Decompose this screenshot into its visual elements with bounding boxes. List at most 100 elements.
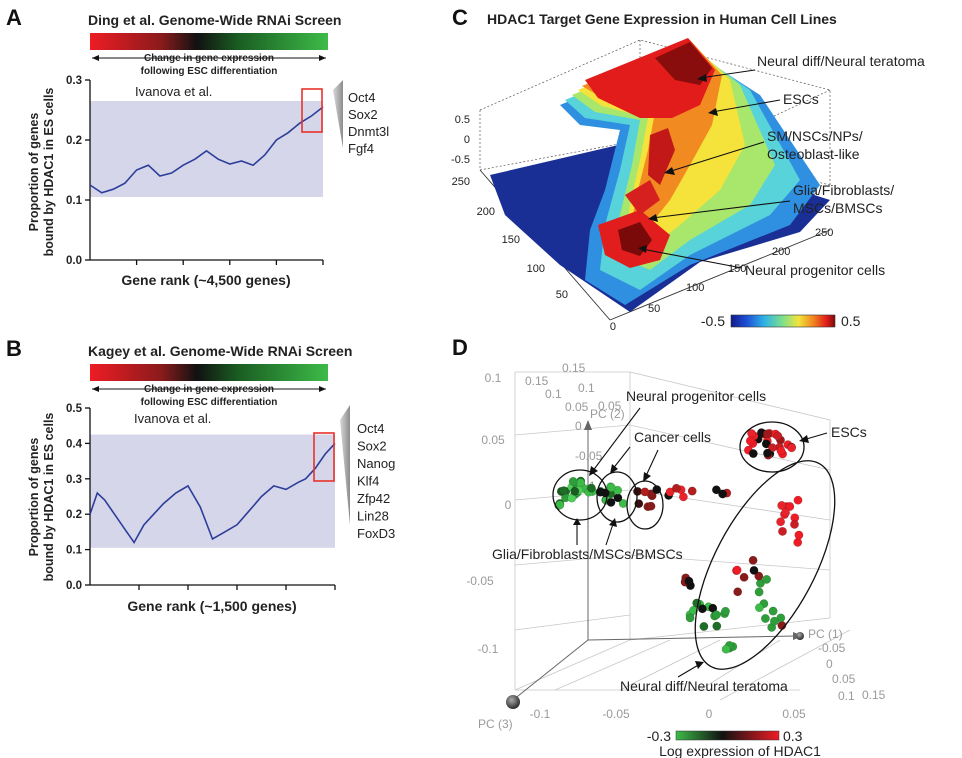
panel-a-gene-2: Sox2 <box>348 107 378 122</box>
panel-a-gene-3: Dnmt3l <box>348 124 389 139</box>
a-y-tick-label: 0.0 <box>66 255 82 267</box>
panel-c-z-ticks: 0.5 0 -0.5 <box>451 114 470 166</box>
c-annot-escs: ESCs <box>783 91 819 107</box>
d-front-tick-label: 0.1 <box>485 371 502 385</box>
d-front-tick-label: -0.1 <box>478 642 499 656</box>
d-sample-point <box>778 526 787 536</box>
d-sample-point <box>570 486 580 496</box>
d-sample-point <box>712 621 722 631</box>
a-y-tick-label: 0.2 <box>66 135 82 147</box>
c-annot-npc: Neural progenitor cells <box>745 262 885 278</box>
d-sample-point <box>769 616 779 626</box>
b-y-tick-label: 0.0 <box>66 580 82 592</box>
panel-b-highlight-box <box>313 432 335 482</box>
panel-a-y-label-line1: Proportion of genes <box>27 113 41 232</box>
panel-d-pc-axes <box>512 425 796 701</box>
c-annot-sm-1: SM/NSCs/NPs/ <box>767 128 863 144</box>
ellipse-cancer <box>626 480 664 530</box>
d-sample-point <box>762 429 772 439</box>
panel-b-gene-list: Oct4 Sox2 Nanog Klf4 Zfp42 Lin28 FoxD3 <box>357 421 395 541</box>
d-sample-point <box>711 485 721 495</box>
d-annot-cancer: Cancer cells <box>634 429 711 445</box>
c-z-tick-label: -0.5 <box>451 154 470 166</box>
panel-b-y-label-line2: bound by HDAC1 in ES cells <box>42 413 56 582</box>
panel-b-gene-3: Nanog <box>357 456 395 471</box>
d-front-tick-label: -0.05 <box>466 574 494 588</box>
b-y-tick-label: 0.4 <box>66 438 83 450</box>
d-sample-point <box>776 446 786 456</box>
d-sample-point <box>748 555 758 565</box>
d-sample-point <box>745 436 755 446</box>
panel-d: D 0.150.10.05 <box>452 335 886 758</box>
panel-d-points <box>554 428 804 654</box>
c-left-tick-label: 50 <box>556 289 568 301</box>
b-y-tick-label: 0.5 <box>66 403 83 415</box>
panel-letter-b: B <box>6 336 22 361</box>
d-sample-point <box>718 489 728 499</box>
c-annot-sm-2: Osteoblast-like <box>767 146 860 162</box>
d-sample-point <box>685 613 695 623</box>
panel-a-gene-4: Fgf4 <box>348 141 374 156</box>
panel-a-series-line <box>89 106 324 194</box>
panel-c-annotations: Neural diff/Neural teratoma ESCs SM/NSCs… <box>638 53 925 278</box>
panel-b-x-label: Gene rank (~1,500 genes) <box>127 598 296 614</box>
panel-b-gene-1: Oct4 <box>357 421 384 436</box>
panel-d-colorbar-min: -0.3 <box>647 728 671 744</box>
panel-b-axes: 0.0 0.1 0.2 0.3 0.4 0.5 <box>66 403 336 592</box>
panel-b-expression-bar <box>90 364 328 381</box>
panel-b-shaded-band <box>90 434 335 548</box>
c-right-tick-label: 200 <box>772 246 790 258</box>
d-right-tick-label: 0 <box>826 657 833 671</box>
c-left-tick-label: 0 <box>610 321 616 333</box>
panel-c-title: HDAC1 Target Gene Expression in Human Ce… <box>487 11 837 27</box>
d-sample-point <box>692 598 702 608</box>
pc2-label: PC (2) <box>590 407 625 421</box>
panel-a-title: Ding et al. Genome-Wide RNAi Screen <box>88 12 341 28</box>
panel-b-gene-2: Sox2 <box>357 439 387 454</box>
d-right-tick-label: 0.05 <box>832 672 856 686</box>
c-right-tick-label: 100 <box>686 282 704 294</box>
panel-a-bar-caption-1: Change in gene expression <box>144 53 274 64</box>
d-top-tick-label: 0.05 <box>598 399 622 413</box>
d-sample-point <box>687 486 697 496</box>
d-sample-point <box>787 443 797 453</box>
surface-neural-diff-peak <box>655 42 712 85</box>
d-sample-point <box>678 492 688 502</box>
d-sample-point <box>777 501 787 510</box>
d-sample-point <box>754 571 764 581</box>
d-bottom-tick-label: -0.1 <box>530 707 551 721</box>
a-y-tick-label: 0.1 <box>66 195 83 207</box>
panel-d-colorbar <box>675 730 780 741</box>
d-vertical-tick-label: 0 <box>575 419 582 433</box>
d-vertical-tick-label: -0.05 <box>575 449 603 463</box>
d-sample-point <box>732 565 742 575</box>
panel-letter-c: C <box>452 5 468 30</box>
ellipse-escs <box>739 421 805 473</box>
d-annot-glia: Glia/Fibroblasts/MSCs/BMSCs <box>492 546 683 562</box>
panel-b-series-line <box>89 442 336 545</box>
c-annot-neural-diff: Neural diff/Neural teratoma <box>757 53 925 69</box>
panel-d-annotations: Neural progenitor cells Cancer cells ESC… <box>492 388 867 694</box>
pc1-label: PC (1) <box>808 627 843 641</box>
c-z-tick-label: 0.5 <box>455 114 470 126</box>
d-sample-point <box>689 605 698 615</box>
c-annot-glia-2: MSCs/BMSCs <box>793 200 882 216</box>
panel-b-gene-7: FoxD3 <box>357 526 395 541</box>
d-sample-point <box>711 610 721 620</box>
d-sample-point <box>684 576 694 586</box>
b-y-tick-label: 0.2 <box>66 509 82 521</box>
d-sample-point <box>754 587 764 597</box>
panel-a-y-label: Proportion of genes bound by HDAC1 in ES… <box>27 88 56 257</box>
d-sample-point <box>606 497 616 507</box>
d-sample-point <box>559 486 569 496</box>
panel-a-gene-wedge <box>333 80 343 148</box>
c-left-tick-label: 100 <box>527 263 545 275</box>
d-sample-point <box>794 530 804 540</box>
d-bottom-tick-label: -0.05 <box>602 707 630 721</box>
a-y-tick-label: 0.3 <box>66 75 82 87</box>
d-sample-point <box>568 477 578 486</box>
d-sample-point <box>781 508 790 518</box>
d-sample-point <box>586 483 596 493</box>
d-right-tick-label: 0.1 <box>838 689 855 703</box>
